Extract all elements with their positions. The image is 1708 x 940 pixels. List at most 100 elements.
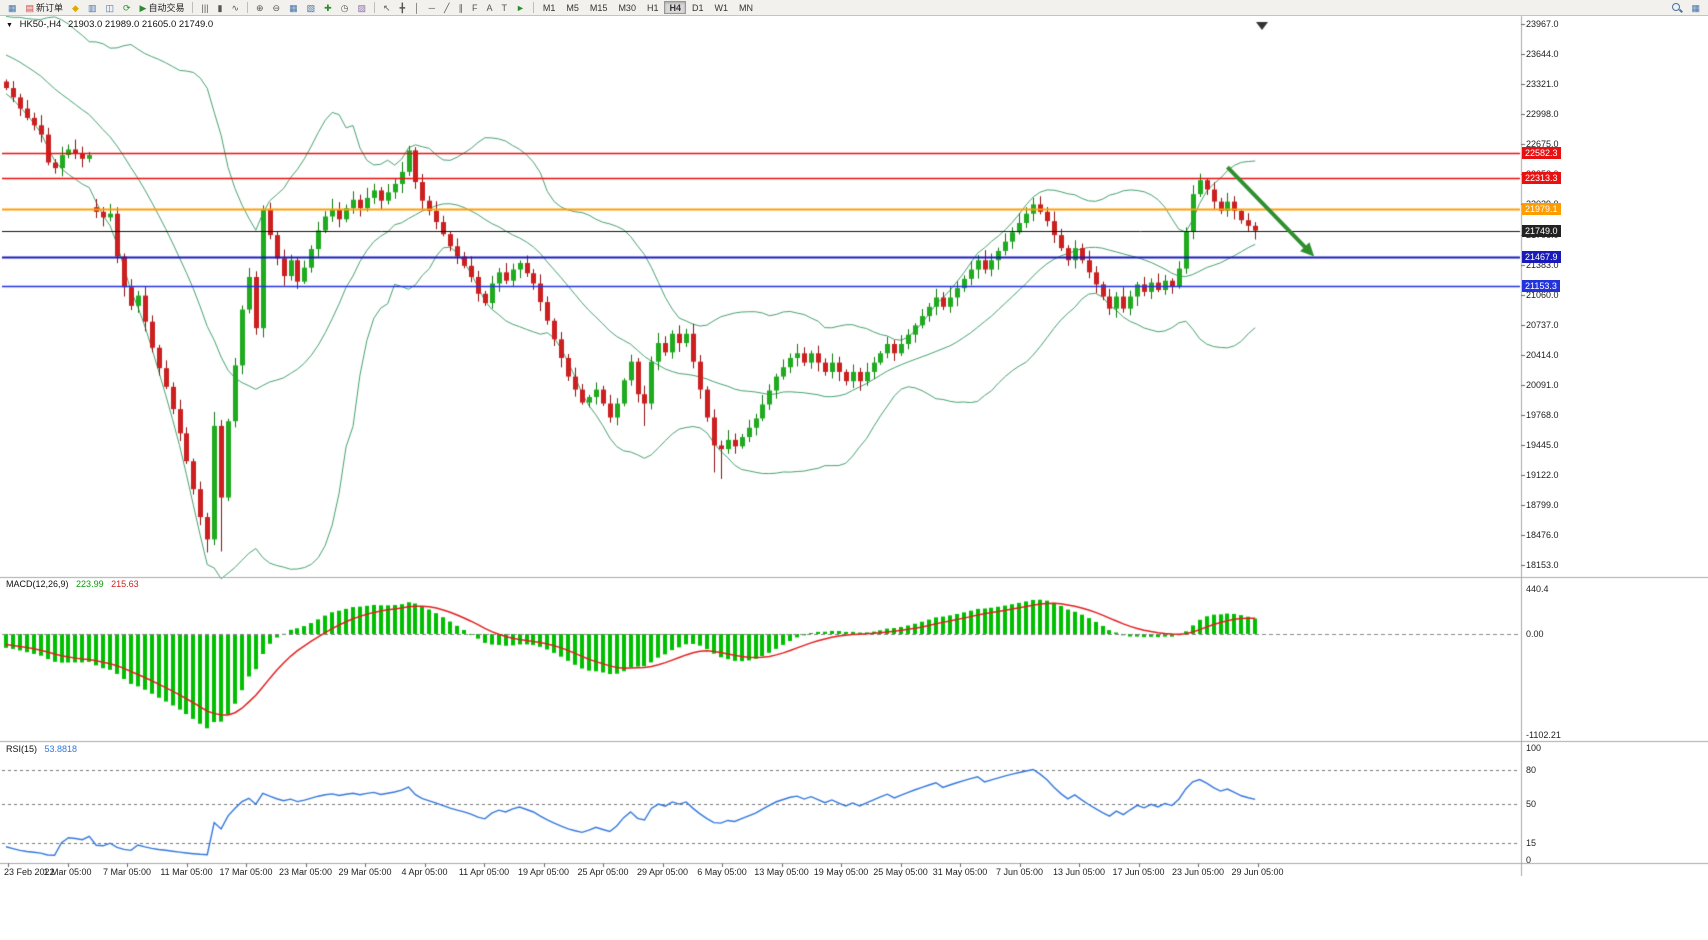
trendline-icon-glyph: ╱ bbox=[444, 2, 450, 13]
price-line-badge: 21979.1 bbox=[1522, 203, 1561, 216]
auto-trading-button[interactable]: ▶ 自动交易 bbox=[136, 1, 189, 14]
refresh-icon[interactable]: ⟳ bbox=[119, 1, 135, 14]
time-axis-label: 13 Jun 05:00 bbox=[1052, 867, 1106, 877]
zoom-in-icon-glyph: ⊕ bbox=[256, 2, 264, 13]
template-icon[interactable]: ▨ bbox=[354, 1, 371, 14]
time-axis-label: 17 Mar 05:00 bbox=[219, 867, 273, 877]
toolbar-separator bbox=[247, 2, 248, 13]
chart-window-icon[interactable]: ▦ bbox=[1687, 1, 1704, 14]
hline-icon[interactable]: ─ bbox=[425, 1, 439, 14]
fibonacci-icon[interactable]: F bbox=[468, 1, 482, 14]
time-axis-label: 29 Apr 05:00 bbox=[636, 867, 689, 877]
timeframe-m5[interactable]: M5 bbox=[566, 2, 579, 13]
price-line-badge: 22313.3 bbox=[1522, 172, 1561, 185]
new-chart-icon-glyph: ▦ bbox=[8, 2, 17, 13]
refresh-icon-glyph: ⟳ bbox=[123, 2, 131, 13]
channel-icon-glyph: ∥ bbox=[458, 2, 463, 13]
timeframe-m1[interactable]: M1 bbox=[542, 2, 556, 13]
template-icon-glyph: ▨ bbox=[357, 2, 367, 13]
price-line-badge: 21153.3 bbox=[1522, 279, 1560, 292]
ohlc-values: 21903.0 21989.0 21605.0 21749.0 bbox=[67, 19, 214, 30]
timeframe-w1[interactable]: W1 bbox=[714, 2, 729, 13]
time-axis-label: 1 Mar 05:00 bbox=[43, 867, 92, 877]
price-axis-tick: 21060.0 bbox=[1526, 289, 1559, 300]
price-axis-tick: 19122.0 bbox=[1526, 470, 1559, 481]
zoom-in-icon[interactable]: ⊕ bbox=[252, 1, 268, 14]
vline-icon-glyph: │ bbox=[414, 2, 420, 13]
toolbar-separator bbox=[192, 2, 194, 13]
search-icon[interactable] bbox=[1667, 1, 1686, 14]
text-icon[interactable]: A bbox=[482, 1, 496, 14]
new-order-button-label: 新订单 bbox=[36, 2, 64, 13]
candle-chart-icon[interactable]: ▮ bbox=[214, 1, 227, 14]
arrows-icon[interactable]: ► bbox=[512, 1, 529, 14]
data-window-icon-glyph: ◫ bbox=[105, 2, 114, 13]
price-axis-tick: 21383.0 bbox=[1526, 259, 1559, 270]
arrows-icon-glyph: ► bbox=[515, 2, 525, 13]
new-order-button[interactable]: ▤ 新订单 bbox=[22, 1, 68, 14]
toolbar-separator bbox=[374, 2, 376, 13]
rsi-value: 53.8818 bbox=[44, 744, 78, 754]
period-icon[interactable]: ◷ bbox=[337, 1, 353, 14]
time-axis-label: 19 May 05:00 bbox=[813, 867, 869, 877]
zoom-out-icon-glyph: ⊖ bbox=[272, 2, 281, 13]
time-axis-label: 23 Feb 2022 bbox=[4, 867, 55, 877]
zoom-out-icon[interactable]: ⊖ bbox=[269, 1, 285, 14]
label-icon[interactable]: T bbox=[497, 1, 511, 14]
time-axis-label: 25 Apr 05:00 bbox=[577, 867, 629, 877]
time-axis-label: 23 Mar 05:00 bbox=[278, 867, 333, 877]
tile-windows-icon[interactable]: ▦ bbox=[285, 1, 302, 14]
price-axis-tick: 18799.0 bbox=[1526, 500, 1559, 511]
fibonacci-icon-glyph: F bbox=[471, 2, 478, 13]
label-icon-glyph: T bbox=[501, 2, 507, 13]
bar-chart-icon-glyph: ||| bbox=[201, 2, 209, 13]
new-chart-icon[interactable]: ▦ bbox=[4, 1, 21, 14]
price-line-badge: 21749.0 bbox=[1522, 224, 1561, 237]
rsi-axis-label: 15 bbox=[1526, 838, 1537, 849]
line-chart-icon[interactable]: ∿ bbox=[227, 1, 243, 14]
add-indicator-icon[interactable]: ✚ bbox=[320, 1, 336, 14]
favorites-icon[interactable]: ◆ bbox=[68, 1, 83, 14]
macd-main-value: 223.99 bbox=[76, 579, 104, 589]
price-axis-tick: 18476.0 bbox=[1526, 530, 1559, 541]
price-axis-tick: 20737.0 bbox=[1526, 319, 1559, 330]
cascade-windows-icon-glyph: ▧ bbox=[306, 2, 316, 13]
time-axis-label: 6 May 05:00 bbox=[697, 867, 747, 877]
rsi-axis-label: 100 bbox=[1526, 743, 1542, 753]
data-window-icon[interactable]: ◫ bbox=[101, 1, 118, 14]
crosshair-icon[interactable]: ╋ bbox=[396, 1, 409, 14]
time-axis-label: 13 May 05:00 bbox=[754, 867, 809, 877]
rsi-axis-label: 50 bbox=[1526, 799, 1537, 809]
time-axis-label: 19 Apr 05:00 bbox=[517, 867, 570, 877]
price-axis-tick: 19768.0 bbox=[1526, 409, 1559, 420]
macd-axis-max: 440.4 bbox=[1526, 584, 1549, 594]
timeframe-h1[interactable]: H1 bbox=[646, 2, 659, 13]
macd-axis-min: -1102.21 bbox=[1526, 730, 1561, 740]
trendline-icon[interactable]: ╱ bbox=[440, 1, 453, 14]
channel-icon[interactable]: ∥ bbox=[454, 1, 467, 14]
cascade-windows-icon[interactable]: ▧ bbox=[303, 1, 320, 14]
hline-icon-glyph: ─ bbox=[428, 2, 436, 13]
symbol-timeframe-label: HK50-,H4 bbox=[19, 19, 62, 30]
vline-icon[interactable]: │ bbox=[410, 1, 424, 14]
toolbar-right-icons: ▦ bbox=[1667, 0, 1704, 15]
price-axis-tick: 22675.0 bbox=[1526, 139, 1559, 150]
timeframe-m30[interactable]: M30 bbox=[618, 2, 636, 13]
rsi-axis-label: 0 bbox=[1526, 855, 1532, 865]
time-axis-label: 31 May 05:00 bbox=[932, 867, 988, 877]
cursor-icon[interactable]: ↖ bbox=[379, 1, 395, 14]
time-axis-label: 11 Apr 05:00 bbox=[458, 867, 510, 877]
market-watch-icon[interactable]: ▥ bbox=[84, 1, 101, 14]
timeframe-h4[interactable]: H4 bbox=[664, 1, 686, 14]
macd-signal-value: 215.63 bbox=[111, 579, 139, 589]
timeframe-d1[interactable]: D1 bbox=[691, 2, 704, 13]
time-axis-label: 29 Mar 05:00 bbox=[338, 867, 392, 877]
main-toolbar: ▦ ▤ 新订单 ◆ ▥ ◫ ⟳ ▶ 自动交易 ||| ▮ ∿ ⊕ ⊖ ▦ ▧ ✚ ◷ ▨ ↖ ╋ │ ─ ╱ ∥ F A T ► M1 M5… bbox=[0, 0, 1708, 16]
bar-chart-icon[interactable]: ||| bbox=[197, 1, 212, 14]
add-indicator-icon-glyph: ✚ bbox=[324, 2, 332, 13]
time-axis-label: 4 Apr 05:00 bbox=[401, 867, 448, 877]
timeframe-m15[interactable]: M15 bbox=[589, 2, 608, 13]
timeframe-mn[interactable]: MN bbox=[739, 2, 753, 13]
